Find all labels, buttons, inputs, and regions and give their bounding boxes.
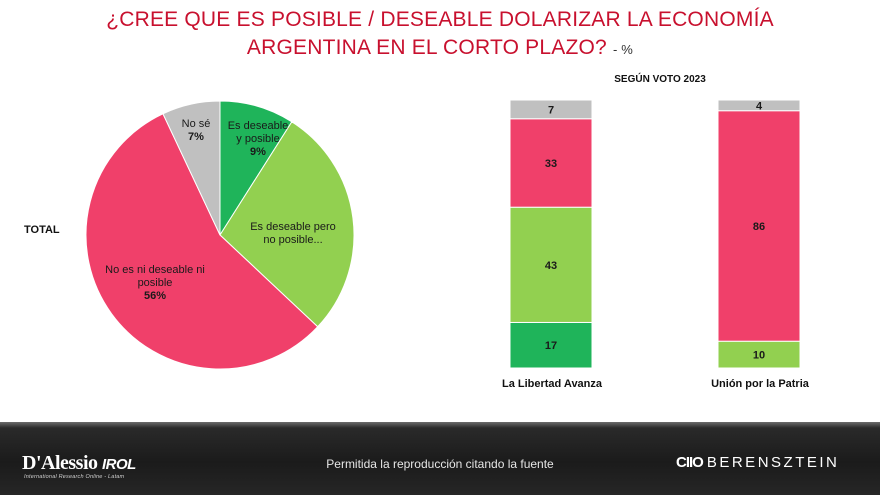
bar-segment-deseable-posible <box>509 321 593 369</box>
chart-title-line2-text: ARGENTINA EN EL CORTO PLAZO? <box>246 36 607 59</box>
bar-value-label: 4 <box>756 100 763 112</box>
irol-logo-text: IROL <box>102 456 136 473</box>
bar-category-label: Unión por la Patria <box>711 378 809 390</box>
chart-title: ¿CREE QUE ES POSIBLE / DESEABLE DOLARIZA… <box>0 6 880 64</box>
bar-value-label: 17 <box>545 340 557 352</box>
bar-segment-deseable-no-posible <box>509 206 593 323</box>
dalessio-logo-subtext: International Research Online - Latam <box>24 474 125 480</box>
pie-label-line: Es deseable <box>227 120 289 132</box>
bar-value-label: 43 <box>545 260 557 272</box>
bar-segment-no-se <box>509 99 593 120</box>
pie-slice-ni-deseable <box>85 113 319 370</box>
bar-segment-no-se <box>717 99 801 112</box>
berensztein-logo: CIIO BERENSZTEIN <box>676 454 839 471</box>
pie-label-deseable-no-posible: Es deseable pero no posible... <box>238 221 348 247</box>
dalessio-logo: D'Alessio IROL <box>22 452 136 475</box>
footer-note: Permitida la reproducción citando la fue… <box>326 457 554 471</box>
pie-slice-deseable-no-posible <box>219 121 355 328</box>
chart-title-line1: ¿CREE QUE ES POSIBLE / DESEABLE DOLARIZA… <box>106 8 774 31</box>
total-label: TOTAL <box>24 224 60 236</box>
pie-chart <box>85 100 355 370</box>
pie-label-line: Es deseable pero <box>250 221 336 233</box>
stacked-bar-chart: 17 43 33 7 10 86 4 <box>509 99 801 369</box>
bar-value-label: 10 <box>753 350 765 362</box>
berensztein-logo-icon: CIIO <box>676 454 704 471</box>
pie-slice-no-se <box>162 100 221 236</box>
pie-value-label: 56% <box>143 290 167 302</box>
bar-value-label: 7 <box>548 104 554 116</box>
pie-label-line: y posible <box>236 133 280 145</box>
section-title: SEGÚN VOTO 2023 <box>614 74 706 85</box>
bar-segment-ni-deseable <box>717 110 801 342</box>
chart-title-unit: - % <box>612 42 634 57</box>
bar-segment-ni-deseable <box>509 118 593 208</box>
chart-title-line2: ARGENTINA EN EL CORTO PLAZO? - % <box>0 34 880 64</box>
pie-value-label: 9% <box>250 146 266 158</box>
bar-value-label: 33 <box>545 158 557 170</box>
dalessio-logo-text: D'Alessio <box>22 452 98 474</box>
footer: D'Alessio IROL International Research On… <box>0 422 880 495</box>
pie-label-line: No sé <box>181 118 211 130</box>
bar-value-label: 86 <box>753 221 765 233</box>
pie-label-no-se: No sé 7% <box>171 118 221 144</box>
pie-value-label: 7% <box>188 131 204 143</box>
bar-category-label: La Libertad Avanza <box>501 378 603 390</box>
pie-label-ni-deseable: No es ni deseable ni posible 56% <box>90 264 220 303</box>
pie-label-deseable-posible: Es deseable y posible 9% <box>218 120 298 159</box>
pie-label-line: no posible... <box>263 234 323 246</box>
bar-segment-deseable-no-posible <box>717 340 801 369</box>
berensztein-logo-text: BERENSZTEIN <box>706 454 840 471</box>
pie-label-line: No es ni deseable ni <box>105 264 205 276</box>
pie-label-line: posible <box>137 277 173 289</box>
